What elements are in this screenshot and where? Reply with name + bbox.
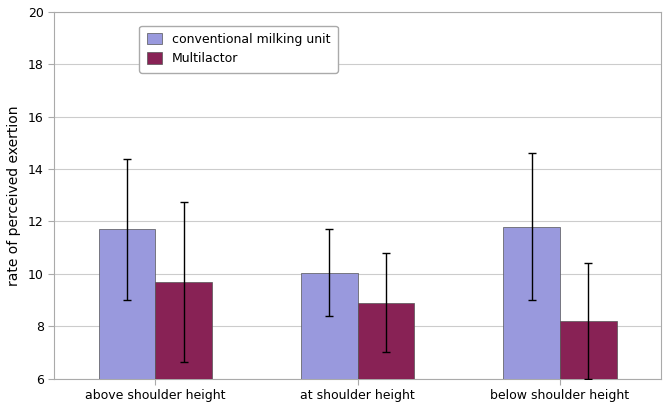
Bar: [503, 227, 560, 379]
Bar: [156, 282, 212, 379]
Legend: conventional milking unit, Multilactor: conventional milking unit, Multilactor: [140, 25, 338, 73]
Bar: [99, 229, 156, 379]
Bar: [357, 303, 414, 379]
Y-axis label: rate of perceived exertion: rate of perceived exertion: [7, 105, 21, 285]
Bar: [560, 321, 617, 379]
Bar: [301, 272, 357, 379]
